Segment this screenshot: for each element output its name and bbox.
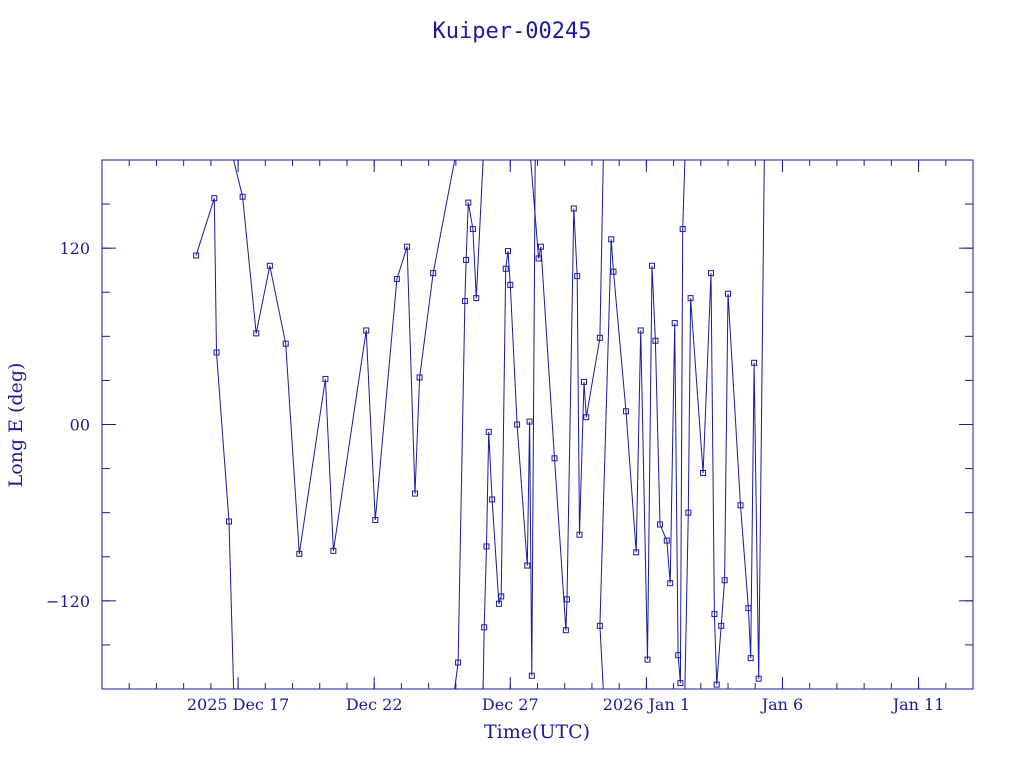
data-point	[469, 226, 476, 233]
data-point	[507, 281, 514, 288]
series-line-1	[195, 159, 536, 690]
data-point	[633, 549, 640, 556]
data-point	[412, 490, 419, 497]
data-point	[213, 349, 220, 356]
data-point	[372, 517, 379, 524]
x-tick-label: Dec 22	[346, 695, 403, 714]
y-tick-label: 120	[59, 239, 90, 258]
data-point	[679, 226, 686, 233]
data-point	[725, 290, 732, 297]
data-point	[551, 455, 558, 462]
data-point	[193, 252, 200, 259]
tick-labels: 2025 Dec 17 Dec 22 Dec 27 2026 Jan 1 Jan 6 Ja…	[46, 239, 944, 714]
data-point	[393, 276, 400, 283]
data-point	[596, 334, 603, 341]
data-point	[711, 611, 718, 618]
data-point	[675, 652, 682, 659]
data-point	[677, 680, 684, 687]
data-point	[502, 265, 509, 272]
data-point	[687, 295, 694, 302]
data-point	[700, 469, 707, 476]
data-point	[708, 270, 715, 277]
data-point	[580, 378, 587, 385]
data-point	[463, 256, 470, 263]
data-point	[322, 375, 329, 382]
data-point	[622, 408, 629, 415]
data-point	[608, 236, 615, 243]
data-point	[652, 337, 659, 344]
x-tick-label: Dec 27	[482, 695, 539, 714]
data-point	[649, 262, 656, 269]
y-tick-label: −120	[46, 592, 90, 611]
x-axis-label: Time(UTC)	[484, 721, 590, 743]
data-point	[239, 193, 246, 200]
data-point	[751, 359, 758, 366]
data-point	[524, 562, 531, 569]
series-layer	[193, 159, 765, 690]
data-point	[282, 340, 289, 347]
data-point	[404, 243, 411, 250]
x-tick-label: Jan 11	[891, 695, 945, 714]
data-point	[473, 295, 480, 302]
data-point	[685, 509, 692, 516]
data-point	[483, 543, 490, 550]
data-point	[713, 681, 720, 688]
data-point	[363, 327, 370, 334]
axis-ticks	[101, 159, 974, 690]
data-point	[644, 656, 651, 663]
data-point	[416, 374, 423, 381]
data-point	[485, 428, 492, 435]
data-point	[505, 248, 512, 255]
data-point	[495, 600, 502, 607]
data-point	[461, 298, 468, 305]
data-point	[570, 205, 577, 212]
data-point	[266, 262, 273, 269]
data-point	[576, 531, 583, 538]
chart-title: Kuiper-00245	[433, 19, 592, 44]
y-tick-label: 00	[70, 416, 90, 435]
x-tick-label: 2026 Jan 1	[603, 695, 690, 714]
data-point	[498, 593, 505, 600]
data-point	[656, 521, 663, 528]
data-point	[663, 537, 670, 544]
data-point	[755, 675, 762, 682]
data-point	[481, 624, 488, 631]
data-point	[211, 195, 218, 202]
series-line-2	[530, 159, 765, 690]
data-point	[574, 273, 581, 280]
data-point	[526, 418, 533, 425]
data-point	[535, 255, 542, 262]
data-point	[721, 577, 728, 584]
data-point	[489, 496, 496, 503]
data-point	[718, 622, 725, 629]
data-point	[737, 502, 744, 509]
data-point	[528, 672, 535, 679]
data-point	[430, 270, 437, 277]
x-tick-label: 2025 Dec 17	[187, 695, 290, 714]
data-point	[537, 243, 544, 250]
data-point	[747, 655, 754, 662]
data-point	[671, 320, 678, 327]
data-point	[226, 518, 233, 525]
data-point	[296, 550, 303, 557]
data-point	[583, 414, 590, 421]
y-axis-label: Long E (deg)	[5, 363, 27, 488]
data-point	[330, 547, 337, 554]
data-point	[596, 622, 603, 629]
data-point	[667, 580, 674, 587]
data-point	[563, 596, 570, 603]
x-tick-label: Jan 6	[760, 695, 804, 714]
data-point	[465, 199, 472, 206]
data-point	[562, 627, 569, 634]
data-point	[610, 268, 617, 275]
data-point	[455, 659, 462, 666]
data-point	[253, 330, 260, 337]
data-point	[745, 605, 752, 612]
data-point	[514, 421, 521, 428]
data-point	[637, 327, 644, 334]
